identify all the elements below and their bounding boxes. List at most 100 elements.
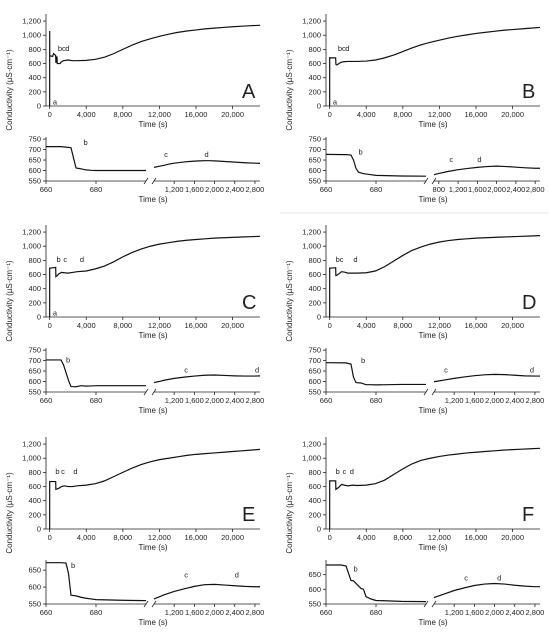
top-series-line	[329, 447, 541, 530]
bottom-y-tick-label: 750	[308, 135, 321, 144]
top-series-line	[49, 24, 261, 107]
bottom-annotation-b: b	[71, 561, 75, 570]
top-y-tick-label: 800	[308, 468, 321, 477]
bottom-annotation-d: d	[530, 366, 534, 375]
y-axis-title: Conductivity (µS·cm⁻¹)	[285, 260, 294, 342]
bottom-x-tick-label: 680	[90, 185, 103, 194]
top-axes-frame	[325, 437, 540, 530]
top-annotation-b: b	[57, 255, 61, 264]
bottom-y-tick-label: 750	[308, 346, 321, 355]
bottom-x-tick-label: 2,400	[225, 185, 244, 194]
top-annotation-a: a	[53, 309, 58, 318]
top-x-axis-title: Time (s)	[418, 331, 447, 340]
panel-letter: C	[242, 292, 256, 314]
top-y-tick-label: 600	[28, 270, 41, 279]
top-x-tick-label: 4,000	[357, 321, 376, 330]
bottom-annotation-b: b	[84, 138, 88, 147]
top-y-tick-label: 1,200	[302, 228, 321, 237]
bottom-axes-frame-left	[45, 137, 146, 182]
bottom-y-tick-label: 750	[28, 135, 41, 144]
top-annotation-bc: bc	[338, 44, 346, 53]
top-annotation-c: c	[342, 467, 346, 476]
bottom-x-tick-label: 1,600	[465, 608, 484, 617]
top-x-tick-label: 0	[328, 110, 332, 119]
top-y-tick-label: 600	[308, 270, 321, 279]
axis-break-mark	[143, 600, 157, 608]
bottom-x-tick-label: 1,200	[165, 185, 184, 194]
bottom-y-tick-label: 650	[308, 156, 321, 165]
top-axes-frame	[45, 14, 260, 107]
bottom-x-tick-label: 2,800	[246, 608, 265, 617]
top-x-axis-title: Time (s)	[138, 331, 167, 340]
bottom-y-tick-label: 700	[308, 145, 321, 154]
top-annotation-d: d	[80, 255, 84, 264]
top-annotation-d: d	[353, 255, 357, 264]
panel-b: 0 200 400 600 800 1,000 1,200 0 4,000 8,000 12,000…	[285, 14, 545, 204]
top-y-tick-label: 200	[28, 510, 41, 519]
bottom-x-tick-label: 2,800	[526, 608, 545, 617]
panel-letter: A	[242, 81, 256, 103]
axis-break-mark	[143, 388, 157, 396]
axis-break-mark	[423, 177, 437, 185]
bottom-annotation-d: d	[235, 571, 239, 580]
bottom-annotation-c: c	[164, 150, 168, 159]
top-y-tick-label: 1,200	[22, 17, 41, 26]
bottom-x-tick-label: 2,400	[225, 608, 244, 617]
top-axes-frame	[325, 14, 540, 107]
bottom-x-tick-label: 1,600	[465, 396, 484, 405]
top-y-tick-label: 800	[28, 45, 41, 54]
top-y-tick-label: 1,200	[22, 440, 41, 449]
top-series-line	[329, 26, 541, 107]
top-annotation-c: c	[61, 467, 65, 476]
top-axes-frame	[325, 225, 540, 318]
bottom-annotation-c: c	[184, 366, 188, 375]
bottom-x-tick-label: 2,400	[505, 608, 524, 617]
top-x-tick-label: 8,000	[113, 321, 132, 330]
bottom-series-line-right	[433, 373, 540, 383]
bottom-x-axis-title: Time (s)	[418, 195, 447, 204]
bottom-series-line-left	[46, 562, 147, 602]
top-y-tick-label: 200	[28, 298, 41, 307]
y-axis-title: Conductivity (µS·cm⁻¹)	[5, 49, 14, 131]
top-annotation-c: c	[63, 255, 67, 264]
bottom-x-tick-label: 2,000	[487, 185, 506, 194]
top-x-tick-label: 20,000	[221, 533, 244, 542]
top-y-tick-label: 200	[308, 510, 321, 519]
top-x-tick-label: 4,000	[357, 110, 376, 119]
top-y-tick-label: 0	[317, 525, 321, 534]
bottom-annotation-c: c	[449, 155, 453, 164]
bottom-axes-frame-left	[45, 560, 146, 605]
top-x-tick-label: 16,000	[465, 533, 488, 542]
bottom-x-tick-label: 660	[320, 396, 333, 405]
top-annotation-bc: bc	[58, 44, 66, 53]
bottom-y-tick-label: 600	[28, 166, 41, 175]
bottom-annotation-b: b	[361, 356, 365, 365]
bottom-annotation-b: b	[359, 148, 363, 157]
bottom-series-line-right	[433, 582, 540, 599]
top-y-tick-label: 1,000	[302, 31, 321, 40]
bottom-y-tick-label: 700	[28, 145, 41, 154]
top-x-tick-label: 20,000	[501, 533, 524, 542]
top-annotation-b: b	[336, 467, 340, 476]
bottom-y-tick-label: 650	[28, 367, 41, 376]
y-axis-title: Conductivity (µS·cm⁻¹)	[5, 260, 14, 342]
bottom-x-axis-title: Time (s)	[138, 406, 167, 415]
top-y-tick-label: 1,000	[22, 454, 41, 463]
bottom-x-tick-label: 660	[40, 608, 53, 617]
top-series-line	[49, 235, 261, 318]
bottom-x-axis-title: Time (s)	[138, 618, 167, 627]
top-y-tick-label: 600	[308, 59, 321, 68]
bottom-annotation-c: c	[184, 571, 188, 580]
bottom-x-tick-label: 680	[370, 185, 383, 194]
top-x-tick-label: 12,000	[428, 321, 451, 330]
top-x-tick-label: 0	[328, 533, 332, 542]
top-series-line	[329, 235, 541, 318]
bottom-y-tick-label: 650	[28, 156, 41, 165]
top-x-tick-label: 20,000	[221, 110, 244, 119]
bottom-y-tick-label: 650	[308, 570, 321, 579]
bottom-y-tick-label: 600	[308, 166, 321, 175]
top-x-tick-label: 0	[328, 321, 332, 330]
top-y-tick-label: 400	[308, 496, 321, 505]
panel-letter: E	[242, 504, 255, 526]
